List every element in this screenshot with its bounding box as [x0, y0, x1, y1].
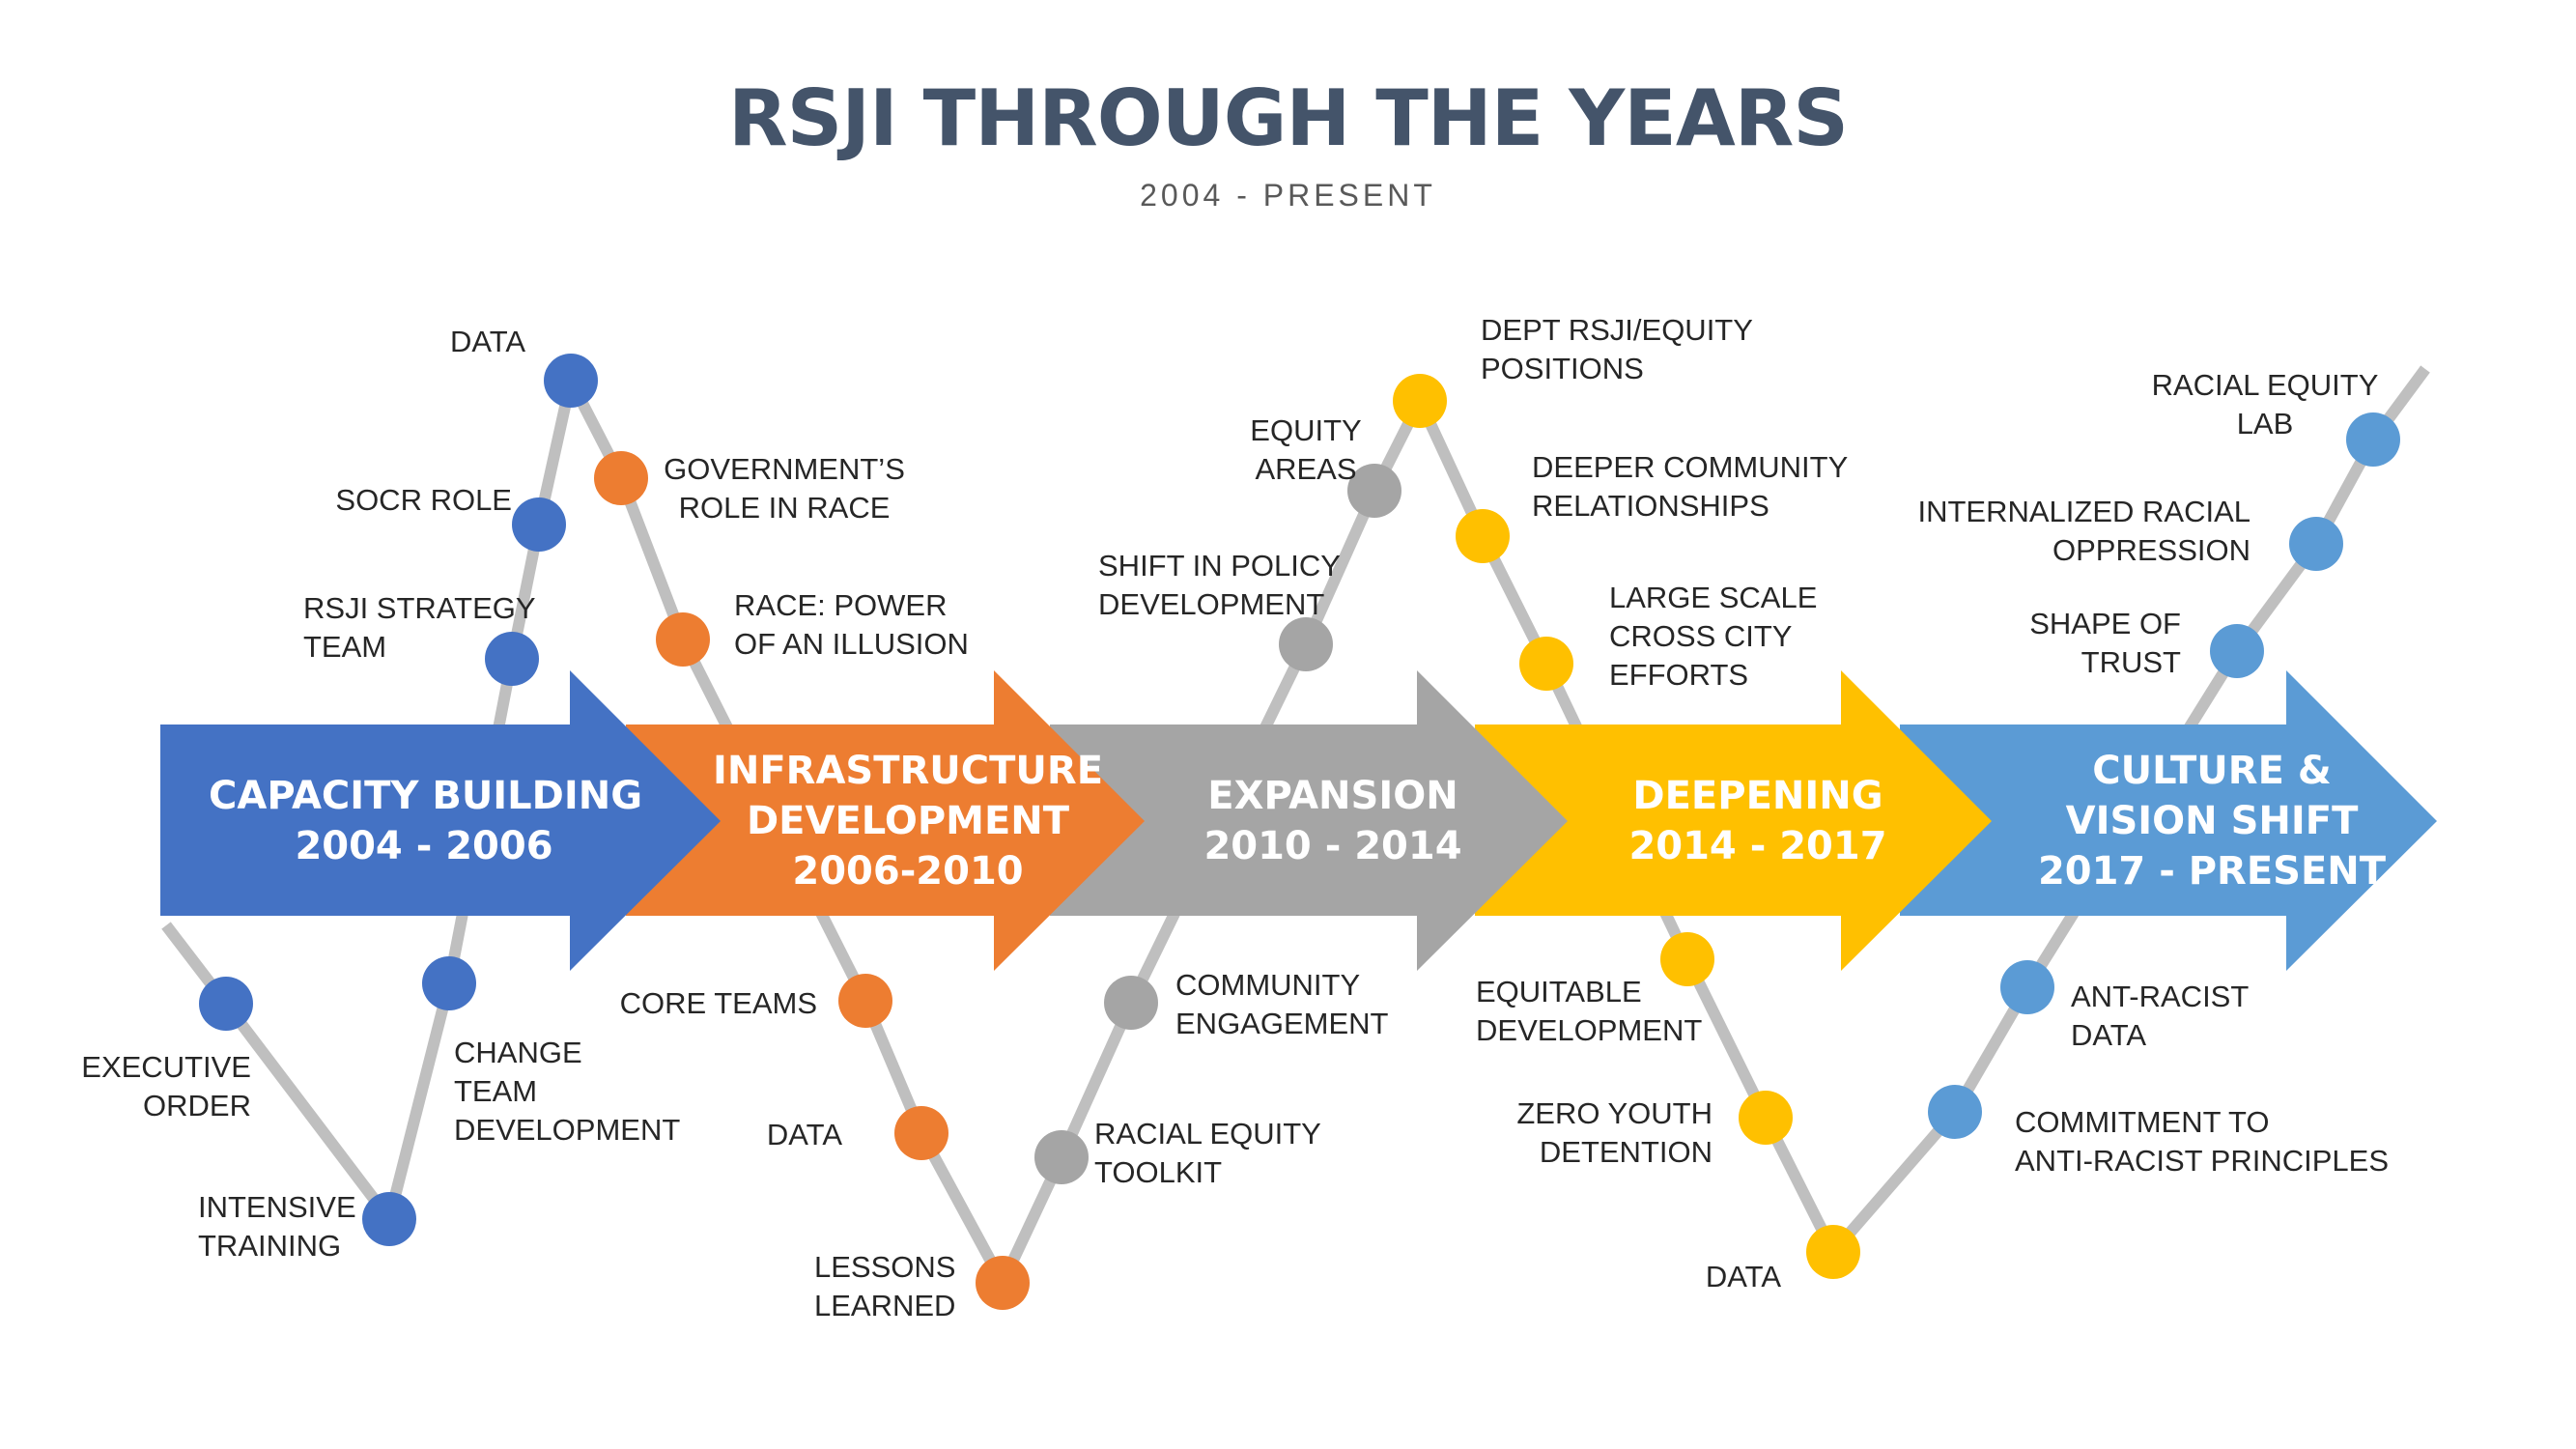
phase-arrow-culture-vision-shift	[1900, 670, 2437, 971]
milestone-label-large-scale-efforts: LARGE SCALE CROSS CITY EFFORTS	[1609, 581, 1818, 692]
phase-label-culture-vision-shift: CULTURE & VISION SHIFT 2017 - PRESENT	[2037, 749, 2387, 894]
milestone-label-race-power-illusion: RACE: POWER OF AN ILLUSION	[734, 588, 969, 661]
milestone-dot-dept-rsji-positions	[1393, 374, 1447, 428]
milestone-label-intensive-training: INTENSIVE TRAINING	[198, 1190, 356, 1263]
milestone-label-core-teams: CORE TEAMS	[619, 986, 817, 1020]
milestone-label-shift-in-policy: SHIFT IN POLICY DEVELOPMENT	[1098, 549, 1341, 621]
milestone-label-change-team-development: CHANGE TEAM DEVELOPMENT	[454, 1036, 681, 1147]
milestone-dot-commitment-anti-racist	[1928, 1085, 1982, 1139]
phase-label-infrastructure-development: INFRASTRUCTURE DEVELOPMENT 2006-2010	[712, 749, 1104, 894]
milestone-dot-equitable-development	[1660, 932, 1714, 986]
milestone-dot-anti-racist-data	[2000, 960, 2054, 1014]
milestone-dot-socr-role	[512, 497, 566, 552]
milestone-dot-data-2004	[544, 354, 598, 408]
milestone-label-dept-rsji-positions: DEPT RSJI/EQUITY POSITIONS	[1481, 313, 1753, 385]
milestone-dot-data-2014	[1806, 1225, 1860, 1279]
phase-label-capacity-building: CAPACITY BUILDING 2004 - 2006	[209, 774, 643, 868]
milestone-dot-internalized-oppression	[2289, 517, 2343, 571]
phase-arrow-expansion	[1050, 670, 1568, 971]
milestone-label-data-2004: DATA	[449, 325, 526, 358]
phase-label-deepening: DEEPENING 2014 - 2017	[1628, 774, 1887, 868]
phase-arrow-capacity-building	[160, 670, 721, 971]
milestone-label-racial-equity-toolkit: RACIAL EQUITY TOOLKIT	[1094, 1117, 1321, 1189]
milestone-label-anti-racist-data: ANT-RACIST DATA	[2071, 980, 2250, 1052]
milestone-dot-equity-areas	[1347, 464, 1401, 518]
milestone-label-shape-of-trust: SHAPE OF TRUST	[2029, 607, 2181, 679]
milestone-dot-zero-youth-detention	[1739, 1091, 1793, 1145]
milestone-dot-change-team-development	[422, 956, 476, 1010]
milestone-label-racial-equity-lab: RACIAL EQUITY LAB	[2151, 368, 2379, 440]
milestone-dot-shape-of-trust	[2210, 624, 2264, 678]
milestone-dot-community-engagement	[1104, 976, 1158, 1030]
page-title: RSJI THROUGH THE YEARS	[728, 73, 1849, 163]
milestone-dot-governments-role	[594, 451, 648, 505]
milestone-dot-racial-equity-lab	[2346, 412, 2400, 467]
phase-arrow-deepening	[1475, 670, 1992, 971]
milestone-dot-race-power-illusion	[656, 612, 710, 667]
phase-arrow-infrastructure-development	[626, 670, 1145, 971]
milestone-dot-rsji-strategy-team	[485, 632, 539, 686]
phase-label-expansion: EXPANSION 2010 - 2014	[1203, 774, 1462, 868]
milestone-dot-deeper-community	[1456, 509, 1510, 563]
milestone-dot-core-teams	[838, 974, 892, 1028]
milestone-dot-lessons-learned	[976, 1256, 1030, 1310]
milestone-label-executive-order: EXECUTIVE ORDER	[81, 1050, 251, 1122]
milestone-label-socr-role: SOCR ROLE	[335, 483, 512, 517]
milestone-dot-executive-order	[199, 977, 253, 1031]
milestone-label-zero-youth-detention: ZERO YOUTH DETENTION	[1516, 1096, 1713, 1169]
milestone-dot-shift-in-policy	[1279, 617, 1333, 671]
milestone-label-internalized-oppression: INTERNALIZED RACIAL OPPRESSION	[1917, 495, 2250, 567]
milestone-label-deeper-community: DEEPER COMMUNITY RELATIONSHIPS	[1532, 450, 1849, 523]
milestone-label-community-engagement: COMMUNITY ENGAGEMENT	[1175, 968, 1389, 1040]
milestone-label-equity-areas: EQUITY AREAS	[1250, 413, 1362, 486]
milestone-label-commitment-anti-racist: COMMITMENT TO ANTI-RACIST PRINCIPLES	[2015, 1105, 2390, 1178]
page-subtitle: 2004 - PRESENT	[1140, 178, 1436, 213]
milestone-label-data-2006: DATA	[766, 1118, 842, 1151]
milestone-dot-data-2006	[894, 1106, 948, 1160]
milestone-dot-intensive-training	[362, 1192, 416, 1246]
milestone-label-governments-role: GOVERNMENT’S ROLE IN RACE	[664, 452, 905, 525]
milestone-label-equitable-development: EQUITABLE DEVELOPMENT	[1476, 975, 1703, 1047]
milestone-label-lessons-learned: LESSONS LEARNED	[814, 1250, 956, 1322]
milestone-label-rsji-strategy-team: RSJI STRATEGY TEAM	[303, 591, 536, 664]
milestone-dot-large-scale-efforts	[1519, 637, 1573, 691]
milestone-label-data-2014: DATA	[1705, 1260, 1781, 1293]
milestone-dot-racial-equity-toolkit	[1034, 1130, 1089, 1184]
